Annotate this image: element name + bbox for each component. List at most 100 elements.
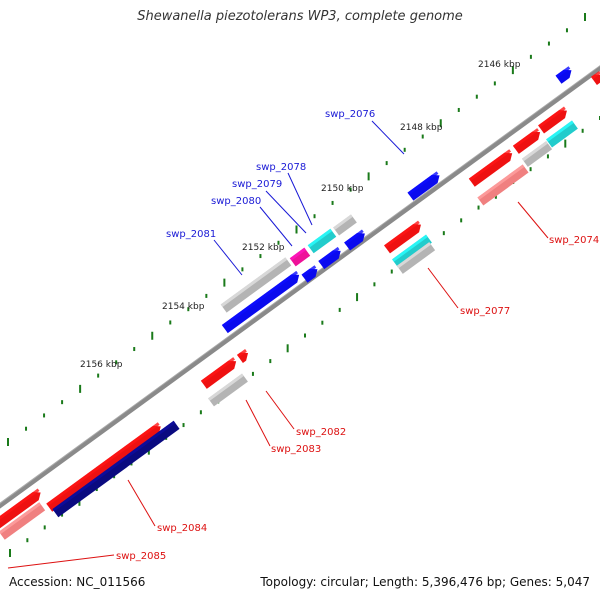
feature-swp-2084-highlight	[46, 422, 160, 507]
feature-swp-2085b	[0, 502, 46, 540]
scale-label-2152: 2152 kbp	[242, 243, 285, 253]
feature-swp-2073b-highlight	[512, 128, 539, 149]
leader-swp-2079	[265, 190, 307, 234]
feature-swp-2079b-highlight	[344, 229, 364, 245]
scale-label-2146: 2146 kbp	[478, 60, 521, 70]
feature-swp-2081b-highlight	[221, 270, 298, 328]
feature-swp-2074b	[546, 120, 578, 148]
feature-swp-2074d	[477, 164, 529, 206]
gene-label-swp-2080: swp_2080	[211, 196, 261, 207]
feature-swp-2075-highlight	[555, 66, 571, 79]
feature-swp-2077-highlight	[392, 234, 428, 262]
scale-label-2154: 2154 kbp	[162, 302, 205, 312]
feature-swp-2074d-shape	[477, 164, 529, 206]
feature-swp-2081b-shape	[221, 274, 300, 334]
scale-label-2150: 2150 kbp	[321, 184, 364, 194]
feature-swp-2082b	[237, 349, 249, 363]
gene-label-swp-2083: swp_2083	[271, 444, 321, 455]
feature-swp-2081	[220, 257, 292, 313]
feature-swp-2076-highlight	[407, 171, 439, 195]
feature-swp-2074c	[521, 141, 553, 167]
feature-swp-2085-highlight	[0, 488, 40, 524]
topology-text: Topology: circular; Length: 5,396,476 bp…	[260, 575, 590, 589]
leader-swp-2080	[259, 206, 293, 247]
gene-label-swp-2081: swp_2081	[166, 229, 216, 240]
leader-swp-2081	[213, 239, 243, 276]
leader-swp-2085	[7, 554, 115, 569]
leader-swp-2074	[517, 201, 549, 239]
leader-swp-2084	[127, 479, 156, 527]
feature-swp-2082-shape	[200, 360, 237, 389]
feature-swp-2084-shape	[46, 425, 161, 512]
leader-swp-2083	[245, 399, 271, 447]
feature-swp-2084b-highlight	[52, 420, 176, 512]
feature-swp-2080b	[301, 265, 318, 283]
feature-swp-2078b	[333, 214, 357, 236]
feature-swp-2074-shape	[468, 152, 513, 187]
feature-swp-2079b	[344, 229, 365, 251]
feature-swp-2073	[538, 106, 567, 134]
feature-swp-2082b-highlight	[237, 349, 247, 358]
feature-swp-2080b-highlight	[301, 265, 317, 278]
gene-label-swp-2078: swp_2078	[256, 162, 306, 173]
feature-swp-2077b	[384, 220, 421, 254]
feature-swp-2074-highlight	[468, 149, 512, 182]
leader-swp-2077	[427, 267, 459, 309]
feature-swp-2074b-highlight	[546, 120, 574, 142]
feature-swp-2080	[289, 247, 311, 267]
scale-label-2148: 2148 kbp	[400, 123, 443, 133]
leader-swp-2078	[287, 172, 313, 226]
genome-backbone-highlight	[0, 65, 600, 504]
accession-text: Accession: NC_011566	[9, 575, 146, 589]
feature-swp-2077b-shape	[384, 224, 421, 254]
feature-swp-2078-shape	[307, 228, 337, 254]
feature-swp-2081-highlight	[220, 257, 288, 307]
leader-swp-2076	[371, 120, 405, 155]
feature-swp-2079-shape	[318, 250, 341, 270]
feature-swp-2085-shape	[0, 491, 41, 530]
feature-swp-2084b-shape	[52, 420, 180, 518]
gene-label-swp-2077: swp_2077	[460, 306, 510, 317]
feature-swp-2082-highlight	[200, 357, 235, 384]
feature-swp-2074d-highlight	[477, 164, 525, 200]
feature-swp-2073-shape	[538, 110, 567, 134]
gene-label-swp-2085: swp_2085	[116, 551, 166, 562]
gene-label-swp-2074: swp_2074	[549, 235, 599, 246]
feature-swp-2078-highlight	[307, 228, 333, 248]
feature-swp-2077	[392, 234, 432, 268]
feature-swp-2083-shape	[208, 373, 248, 407]
feature-swp-2080-highlight	[289, 247, 307, 261]
feature-swp-2074b-shape	[546, 120, 578, 148]
feature-swp-2073-highlight	[538, 106, 566, 128]
map-title: Shewanella piezotolerans WP3, complete g…	[137, 9, 463, 24]
gene-label-swp-2084: swp_2084	[157, 523, 207, 534]
feature-swp-2085b-highlight	[0, 502, 42, 535]
feature-swp-2083-highlight	[208, 373, 244, 401]
feature-swp-2078b-shape	[333, 214, 357, 236]
label-leaders	[7, 120, 549, 569]
feature-swp-2076-shape	[407, 174, 440, 201]
feature-swp-2077b-highlight	[384, 220, 420, 248]
feature-swp-2073b-shape	[512, 131, 541, 154]
feature-swp-2085	[0, 488, 41, 530]
feature-swp-2080-shape	[289, 247, 311, 267]
feature-swp-2074	[468, 149, 513, 187]
feature-swp-2081b	[221, 270, 300, 334]
feature-swp-2076	[407, 171, 440, 201]
leader-swp-2082	[265, 390, 295, 430]
scale-label-2156: 2156 kbp	[80, 360, 123, 370]
gene-label-swp-2079: swp_2079	[232, 179, 282, 190]
gene-features	[0, 66, 600, 540]
feature-swp-2079-highlight	[318, 246, 340, 264]
feature-swp-2077c	[396, 242, 436, 274]
feature-swp-2084	[46, 422, 161, 512]
feature-swp-2079	[318, 246, 341, 270]
feature-swp-2077-shape	[392, 234, 432, 268]
feature-swp-2074c-highlight	[521, 141, 548, 162]
genome-backbone	[0, 66, 600, 509]
feature-swp-2084b	[52, 420, 180, 518]
gene-label-swp-2082: swp_2082	[296, 427, 346, 438]
feature-swp-2078b-highlight	[333, 214, 353, 230]
feature-swp-2078	[307, 228, 337, 254]
